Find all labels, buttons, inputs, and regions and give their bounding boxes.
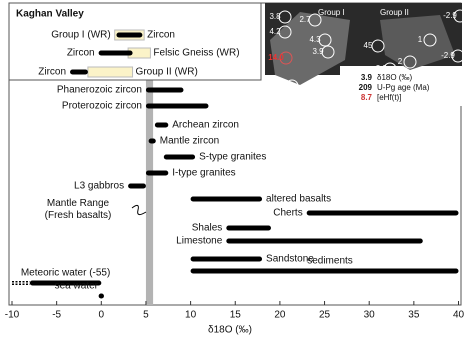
- range-bar: [128, 184, 146, 189]
- range-bar: [149, 139, 156, 144]
- spot-label: 14.0: [268, 53, 284, 62]
- x-tick-label: 5: [143, 310, 149, 321]
- spot-label: 2: [398, 57, 403, 66]
- range-label: Archean zircon: [172, 120, 239, 131]
- zircon-range: [99, 51, 133, 56]
- inset-title: Kaghan Valley: [16, 9, 84, 20]
- range-bar: [191, 257, 262, 262]
- inset-label: Group I (WR): [51, 30, 110, 41]
- inset-label: Zircon: [67, 48, 95, 59]
- spot-label: 1: [418, 35, 423, 44]
- range-label: Meteoric water (-55): [21, 268, 110, 279]
- x-tick-label: 20: [274, 310, 286, 321]
- spot-label: 45: [364, 41, 373, 50]
- x-tick-label: 35: [408, 310, 420, 321]
- range-bar: [307, 211, 459, 216]
- legend-text: U-Pg age (Ma): [377, 83, 430, 92]
- panel-title: Group II: [380, 8, 409, 17]
- inset-label: Group II (WR): [136, 67, 198, 78]
- range-label: L3 gabbros: [74, 181, 124, 192]
- whole-rock-range: [88, 67, 133, 77]
- spot-label: 4.3: [309, 35, 321, 44]
- range-bar: [191, 197, 262, 202]
- x-tick-label: 0: [99, 310, 105, 321]
- range-bar: [146, 171, 168, 176]
- x-tick-label: 10: [185, 310, 197, 321]
- annotation-line: (Fresh basalts): [45, 210, 112, 221]
- range-label: Limestone: [176, 236, 223, 247]
- range-label: Mantle zircon: [160, 136, 219, 147]
- range-label: Shales: [192, 223, 223, 234]
- range-bar: [146, 104, 209, 109]
- inset-label: Felsic Gneiss (WR): [153, 48, 239, 59]
- range-bar: [164, 155, 195, 160]
- x-tick-label: 25: [319, 310, 331, 321]
- scale-bar: 50 µm: [283, 87, 306, 96]
- spot-label: 2.7: [299, 15, 311, 24]
- panel-title: Group I: [318, 8, 345, 17]
- range-label: sediments: [307, 256, 353, 267]
- x-tick-label: 15: [230, 310, 242, 321]
- zircon-range: [116, 33, 142, 38]
- legend-value: 8.7: [361, 93, 373, 102]
- range-label: Phanerozoic zircon: [57, 85, 142, 96]
- scale-bar: 50 µm: [425, 65, 448, 74]
- range-bar: [226, 239, 422, 244]
- range-bar: [99, 294, 104, 299]
- chart: δ18O (‰) -10 -5 0 5 10 15 20 25 30 35 40 Phanerozoi…: [0, 0, 467, 343]
- legend-text: [eHf(t)]: [377, 93, 401, 102]
- range-label: S-type granites: [199, 152, 266, 163]
- x-tick-label: -10: [5, 310, 20, 321]
- spot-label: -2.9: [373, 64, 387, 73]
- range-bar: [226, 226, 271, 231]
- x-tick-label: 40: [453, 310, 465, 321]
- annotation: Mantle Range(Fresh basalts): [45, 198, 112, 221]
- x-axis-label: δ18O (‰): [208, 325, 252, 336]
- annotation-leader: [132, 205, 146, 214]
- range-label: I-type granites: [172, 168, 235, 179]
- range-label: altered basalts: [266, 194, 331, 205]
- inset-label: Zircon: [147, 30, 175, 41]
- spot-label: -2.9: [441, 51, 455, 60]
- spot-label: 3.8: [269, 12, 281, 21]
- x-tick-label: -5: [52, 310, 61, 321]
- annotation-line: Mantle Range: [47, 198, 110, 209]
- legend-value: 209: [359, 83, 373, 92]
- spot-label: -2.9: [443, 11, 457, 20]
- range-label: Proterozoic zircon: [62, 101, 142, 112]
- inset-label: Zircon: [38, 67, 66, 78]
- legend-text: δ18O (‰): [377, 73, 412, 82]
- spot-label: 4.2: [269, 27, 281, 36]
- zircon-range: [70, 70, 88, 75]
- range-bar: [146, 88, 184, 93]
- legend-value: 3.9: [361, 73, 373, 82]
- x-tick-label: 30: [364, 310, 376, 321]
- range-label: sea water: [55, 281, 99, 292]
- range-bar: [155, 123, 168, 128]
- spot-label: 3.9: [312, 47, 324, 56]
- range-bar: [191, 269, 459, 274]
- range-label: Cherts: [273, 208, 302, 219]
